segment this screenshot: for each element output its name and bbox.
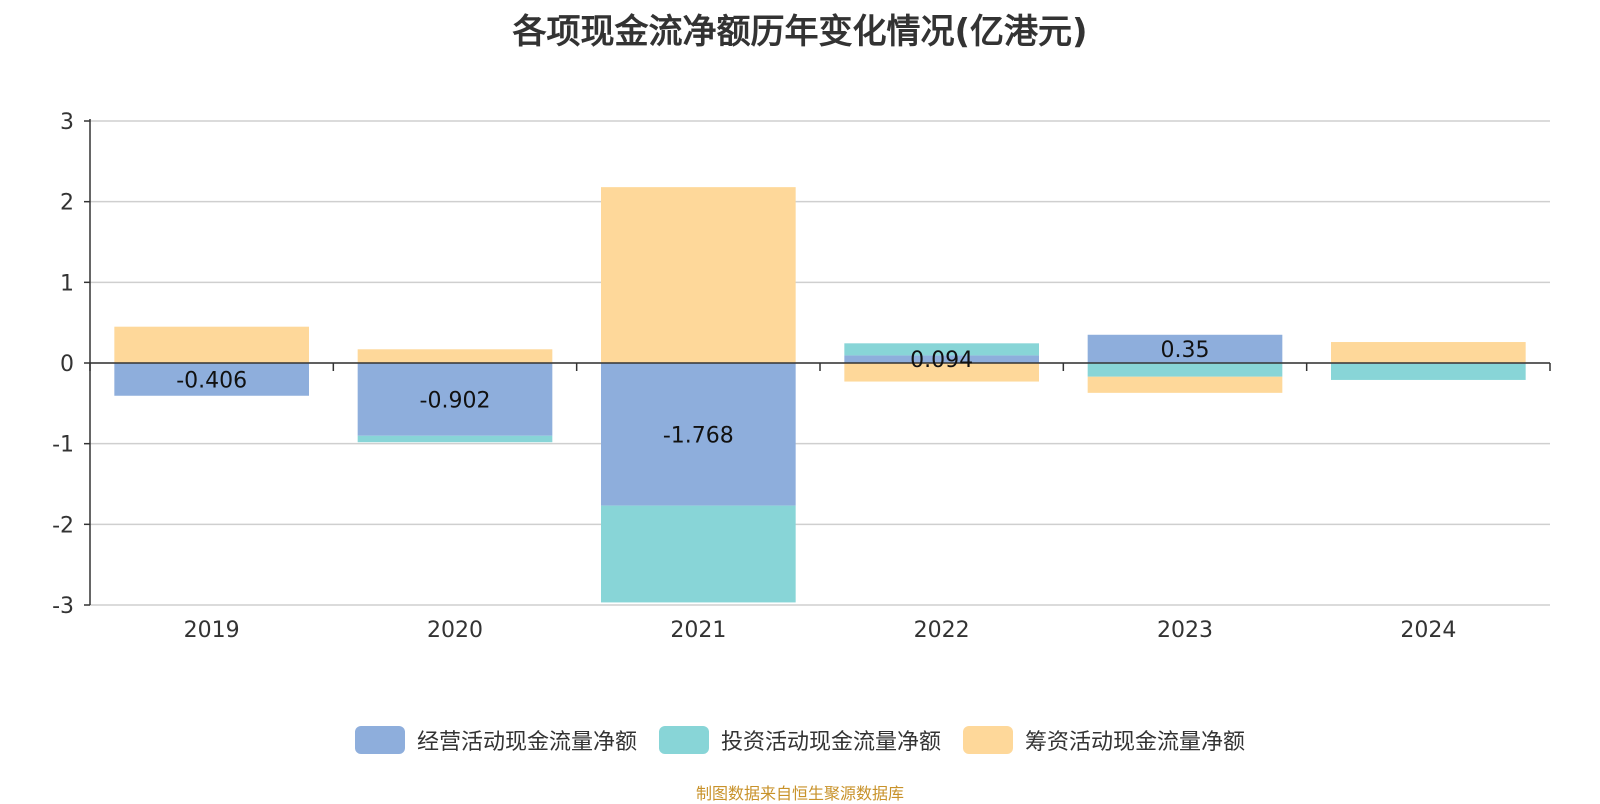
legend-swatch	[658, 726, 709, 754]
y-tick-label: 3	[60, 110, 74, 135]
y-tick-label: -1	[52, 433, 74, 458]
data-label: -0.902	[420, 388, 491, 413]
chart-plot: 3 2 1 0 -1 -2 -3 2019 2020 2021 2022 2023 2024 -0.40…	[52, 110, 1551, 643]
bar-1-2020	[357, 363, 553, 436]
legend-item[interactable]: 投资活动现金流量净额	[658, 724, 941, 756]
legend-swatch	[963, 726, 1013, 754]
bar-1-2019	[114, 363, 309, 396]
bar-1-2021	[601, 363, 796, 506]
legend-item[interactable]: 经营活动现金流量净额	[354, 724, 637, 756]
data-label: -1.768	[663, 423, 734, 448]
legend-swatch	[354, 726, 405, 754]
bar-2-2022	[844, 343, 1039, 356]
x-tick-label: 2023	[1157, 618, 1213, 643]
bar-3-2023	[1087, 376, 1283, 393]
data-label: 0.094	[910, 348, 973, 373]
bar-1-2023	[1087, 334, 1283, 363]
legend-label: 经营活动现金流量净额	[416, 730, 637, 755]
bar-3-2022	[844, 363, 1039, 382]
x-tick-label: 2021	[670, 618, 726, 643]
source-note: 制图数据来自恒生聚源数据库	[695, 784, 904, 803]
chart-legend: 经营活动现金流量净额 投资活动现金流量净额 筹资活动现金流量净额	[0, 724, 1600, 756]
x-tick-label: 2020	[427, 618, 483, 643]
legend-label: 投资活动现金流量净额	[720, 730, 941, 755]
y-tick-label: 1	[60, 271, 74, 296]
data-label: -0.406	[176, 368, 247, 393]
bar-3-2024	[1331, 342, 1526, 363]
bar-3-2020	[357, 349, 553, 363]
bar-1-2022	[844, 355, 1039, 363]
y-tick-label: 2	[60, 191, 74, 216]
legend-item[interactable]: 筹资活动现金流量净额	[963, 724, 1245, 756]
chart-title: 各项现金流净额历年变化情况(亿港元)	[512, 12, 1088, 52]
x-tick-label: 2019	[184, 618, 240, 643]
bar-2-2020	[357, 435, 553, 443]
y-tick-label: 0	[60, 352, 74, 377]
y-tick-label: -3	[52, 594, 74, 619]
bar-2-2024	[1331, 363, 1526, 380]
bar-2-2023	[1087, 363, 1283, 377]
x-tick-label: 2022	[914, 618, 970, 643]
y-tick-label: -2	[52, 513, 74, 538]
legend-label: 筹资活动现金流量净额	[1025, 730, 1246, 755]
data-label: 0.35	[1161, 338, 1210, 363]
bar-3-2021	[601, 187, 796, 363]
bar-2-2021	[601, 505, 796, 603]
bar-3-2019	[114, 326, 309, 363]
x-tick-label: 2024	[1400, 618, 1456, 643]
